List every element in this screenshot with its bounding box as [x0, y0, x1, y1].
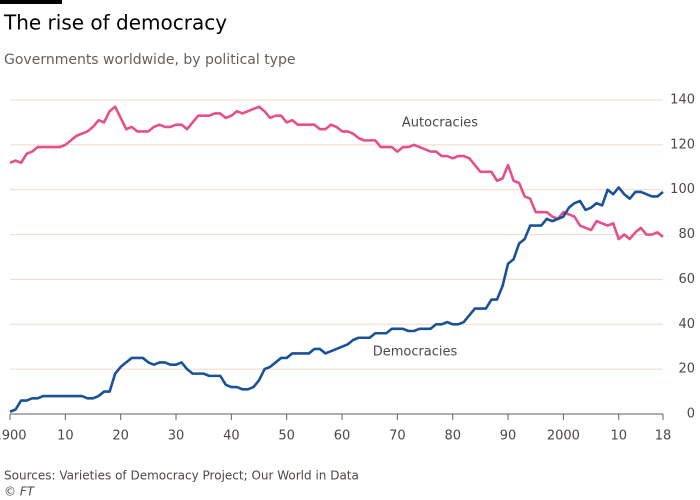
y-tick-label: 140: [670, 93, 695, 108]
y-tick-label: 40: [678, 317, 695, 332]
series-line: [9, 105, 664, 241]
chart-subtitle: Governments worldwide, by political type: [4, 52, 295, 68]
x-tick-label: 90: [500, 429, 517, 444]
y-tick-label: 120: [670, 137, 695, 152]
x-tick-label: 80: [444, 429, 461, 444]
x-tick-label: 1900: [0, 429, 27, 444]
x-tick-label: 30: [168, 429, 185, 444]
series-line: [9, 186, 664, 413]
y-tick-label: 20: [678, 362, 695, 377]
x-tick-label: 60: [334, 429, 351, 444]
x-tick-label: 10: [57, 429, 74, 444]
series-label: Autocracies: [402, 116, 478, 131]
brand-bar: [0, 0, 62, 4]
source: Sources: Varieties of Democracy Project;…: [4, 469, 359, 483]
x-tick-label: 2000: [547, 429, 580, 444]
y-tick-label: 80: [678, 227, 695, 242]
y-tick-label: 0: [687, 407, 695, 422]
x-tick-label: 50: [278, 429, 295, 444]
x-tick-label: 70: [389, 429, 406, 444]
x-tick-label: 40: [223, 429, 240, 444]
credit: © FT: [4, 485, 36, 499]
x-tick-label: 10: [610, 429, 627, 444]
y-tick-label: 60: [678, 272, 695, 287]
series-label: Democracies: [373, 345, 458, 360]
x-tick-label: 18: [655, 429, 672, 444]
x-tick-label: 20: [112, 429, 129, 444]
plot-area: 0 20 40 60 80 100 120 140 1900 10 20 30 40 50 60 70 80 90…: [0, 93, 695, 444]
chart-title: The rise of democracy: [3, 11, 227, 35]
y-tick-label: 100: [670, 182, 695, 197]
